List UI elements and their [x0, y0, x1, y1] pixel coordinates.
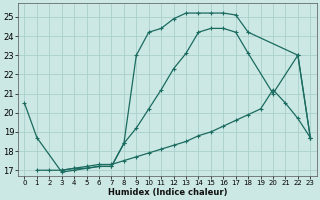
X-axis label: Humidex (Indice chaleur): Humidex (Indice chaleur) [108, 188, 227, 197]
